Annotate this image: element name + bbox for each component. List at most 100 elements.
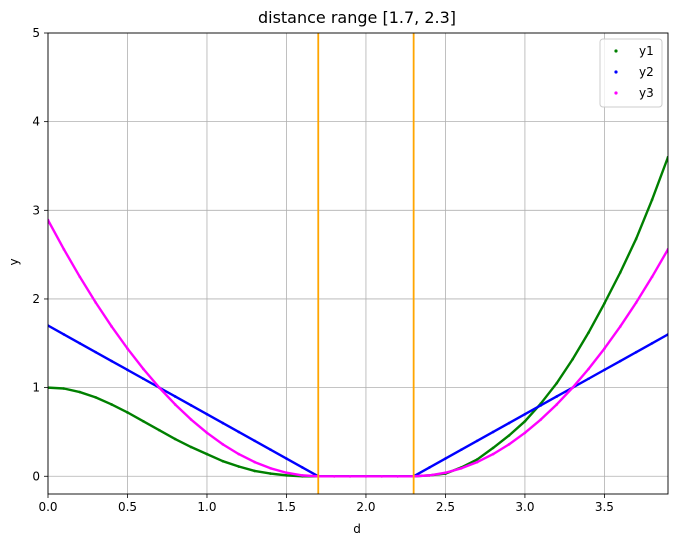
y-tick-label: 1 (32, 381, 40, 395)
data-point-y2 (78, 341, 82, 345)
chart-title: distance range [1.7, 2.3] (258, 8, 456, 27)
data-point-y3 (157, 386, 161, 389)
data-point-y1 (189, 445, 193, 449)
data-point-y1 (78, 390, 82, 394)
data-point-y1 (587, 331, 590, 334)
data-point-y3 (285, 471, 288, 475)
data-point-y2 (62, 333, 66, 336)
x-tick-label: 3.5 (595, 500, 614, 514)
y-tick-label: 0 (32, 469, 40, 483)
data-point-y1 (110, 403, 113, 406)
data-point-y1 (126, 411, 129, 414)
data-point-y1 (142, 420, 145, 423)
data-point-y3 (189, 418, 193, 421)
legend-label-y1: y1 (639, 44, 654, 58)
data-point-y2 (539, 404, 543, 407)
data-point-y3 (650, 275, 654, 279)
data-point-y2 (285, 457, 288, 460)
data-point-y2 (587, 377, 590, 381)
y-tick-label: 4 (32, 115, 40, 129)
data-point-y3 (142, 367, 145, 371)
data-point-y1 (619, 271, 622, 274)
data-point-y3 (348, 474, 352, 478)
data-point-y2 (523, 412, 527, 416)
data-point-y2 (507, 421, 511, 425)
plot-frame (47, 32, 669, 495)
data-point-y2 (555, 395, 559, 398)
data-point-y1 (475, 458, 479, 461)
data-point-y3 (444, 471, 447, 475)
x-tick-label: 1.0 (197, 500, 216, 514)
data-point-y1 (94, 396, 97, 399)
data-point-y1 (571, 357, 574, 361)
data-point-y3 (555, 403, 559, 406)
data-point-y2 (301, 466, 304, 469)
data-point-y2 (253, 439, 256, 443)
data-point-y3 (460, 466, 463, 470)
data-point-y3 (94, 301, 97, 304)
y-tick-label: 5 (32, 26, 40, 40)
data-point-y2 (491, 430, 495, 434)
data-point-y3 (396, 474, 400, 478)
data-point-y1 (507, 434, 511, 437)
data-point-y3 (221, 443, 225, 446)
x-tick-label: 1.5 (277, 500, 296, 514)
data-point-y1 (237, 465, 241, 468)
legend-box (599, 38, 663, 108)
data-point-y3 (332, 474, 336, 478)
data-point-y3 (539, 418, 543, 421)
data-point-y3 (428, 474, 431, 477)
data-point-y1 (523, 420, 527, 423)
data-point-y2 (221, 421, 225, 425)
data-point-y1 (205, 452, 209, 456)
legend: y1 y2 y3 (599, 38, 663, 108)
legend-marker-y2 (614, 70, 618, 74)
data-point-y3 (173, 403, 177, 406)
series-layer (48, 155, 668, 478)
data-point-y3 (634, 301, 638, 304)
y-axis-label: y (7, 258, 21, 265)
data-point-y1 (650, 198, 654, 201)
data-point-y2 (237, 430, 241, 434)
data-point-y1 (491, 446, 495, 450)
data-point-y3 (78, 275, 82, 279)
data-point-y2 (444, 457, 447, 460)
data-point-y2 (428, 466, 431, 469)
data-point-y3 (603, 347, 606, 350)
data-point-y2 (173, 395, 177, 398)
y-tick-label: 2 (32, 292, 40, 306)
data-point-y2 (475, 439, 479, 443)
legend-label-y3: y3 (639, 86, 654, 100)
x-axis-label: d (353, 522, 361, 536)
data-point-y3 (269, 466, 272, 470)
legend-marker-y3 (614, 91, 618, 95)
data-point-y2 (460, 448, 463, 451)
data-point-y3 (364, 474, 368, 478)
data-point-y2 (126, 368, 129, 372)
plot-area: 0.0 0.5 1.0 1.5 2.0 2.5 3.0 3.5 0 1 2 3 4 5 y1 y2 y3 (32, 26, 669, 514)
data-point-y1 (285, 474, 288, 477)
legend-marker-y1 (614, 49, 618, 53)
data-point-y3 (523, 431, 527, 435)
data-point-y2 (634, 350, 638, 354)
x-tick-label: 3.0 (515, 500, 534, 514)
data-point-y1 (269, 472, 272, 475)
x-tick-label: 2.0 (356, 500, 375, 514)
data-point-y3 (491, 452, 495, 456)
data-point-y2 (110, 359, 113, 363)
data-point-y1 (157, 428, 161, 432)
data-point-y1 (221, 459, 225, 463)
data-point-y2 (603, 368, 606, 372)
data-point-y3 (253, 460, 256, 464)
data-point-y3 (507, 443, 511, 446)
x-tick-label: 0.5 (118, 500, 137, 514)
data-point-y2 (189, 404, 193, 407)
data-point-y3 (619, 325, 622, 328)
data-point-y1 (603, 302, 606, 305)
data-point-y1 (555, 381, 559, 385)
data-point-y1 (253, 469, 256, 473)
x-tick-label: 0.0 (38, 500, 57, 514)
series-y3 (48, 218, 668, 478)
